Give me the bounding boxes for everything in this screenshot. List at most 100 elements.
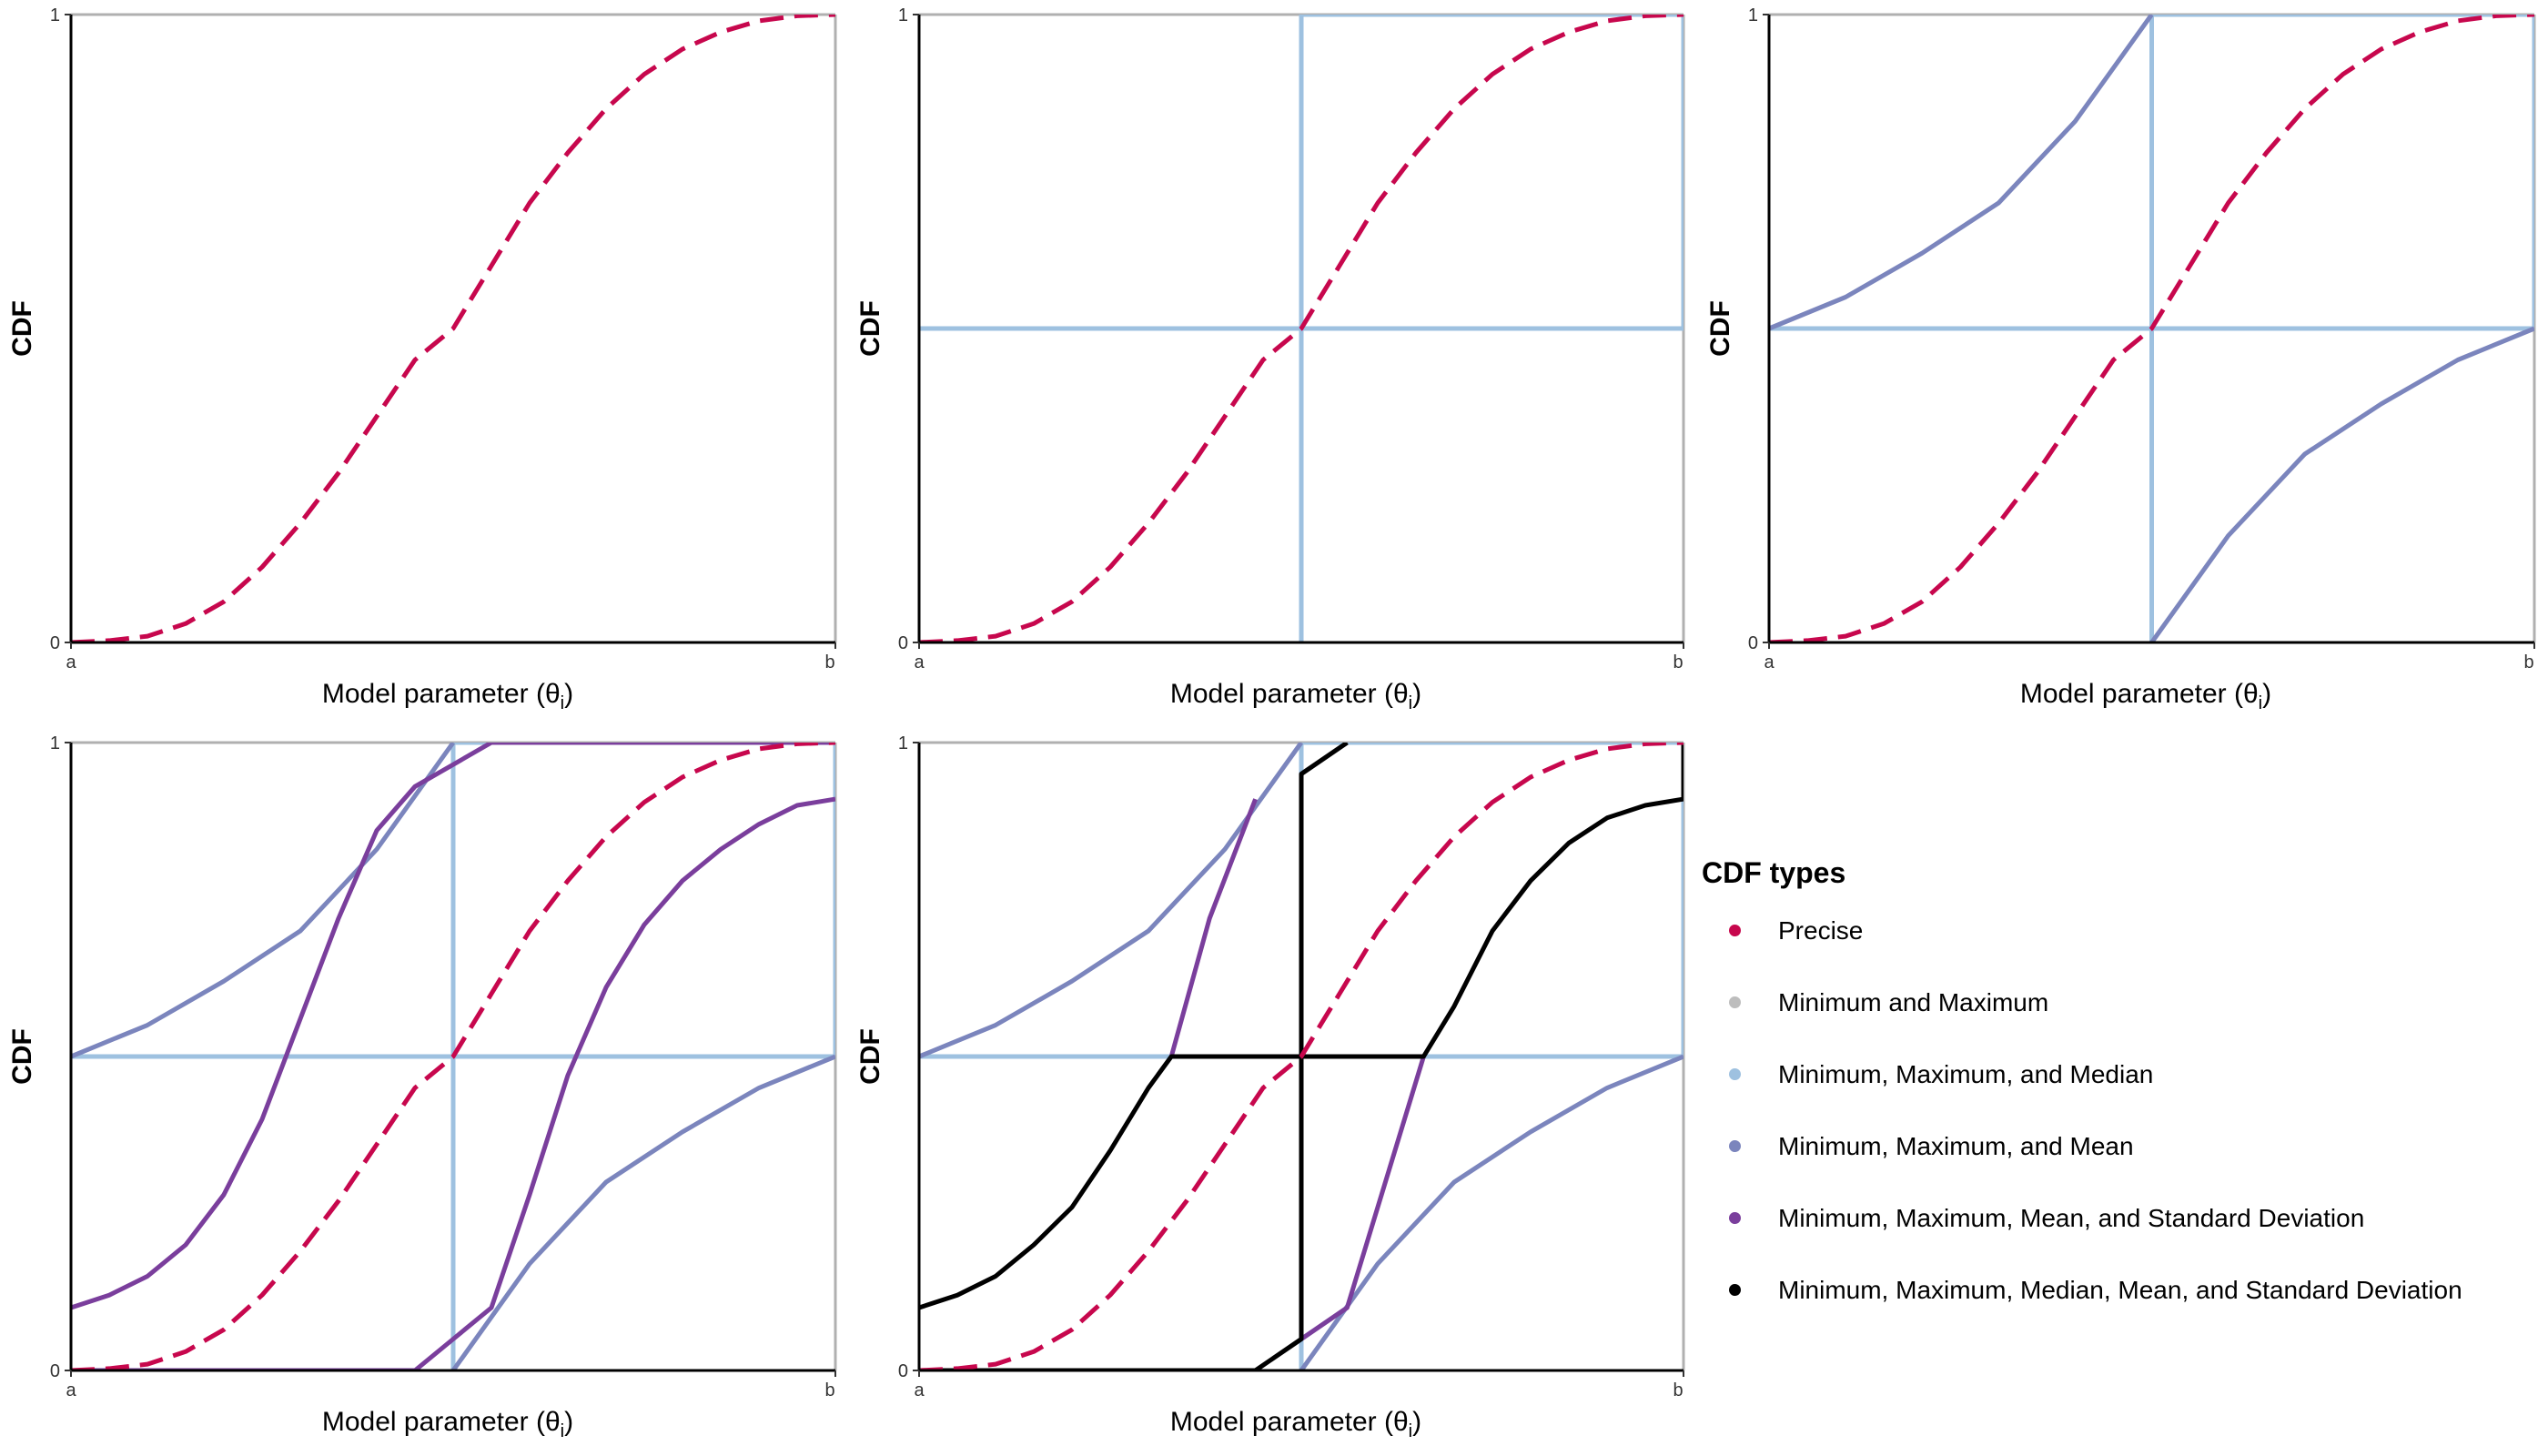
x-tick-label: b <box>824 1380 834 1400</box>
legend-dot-icon <box>1728 996 1741 1008</box>
y-tick-label: 0 <box>50 633 60 653</box>
mean-series-line <box>450 1054 835 1370</box>
x-axis-title-subscript: i <box>561 693 564 713</box>
x-axis-title-subscript: i <box>1409 693 1412 713</box>
y-tick-label: 0 <box>50 1361 60 1381</box>
legend-key <box>1702 1140 1767 1152</box>
data-layer <box>919 15 1684 642</box>
legend-label: Minimum, Maximum, Mean, and Standard Dev… <box>1778 1203 2365 1232</box>
y-axis-title: CDF <box>1705 300 1735 357</box>
chart-panel-3: 0 1 a b Model parameter (θi) CDF <box>1705 5 2536 713</box>
y-tick-label: 1 <box>50 5 60 25</box>
legend: CDF types Precise Minimum and Maximum Mini… <box>1702 851 2548 1326</box>
legend-dot-icon <box>1728 1212 1741 1224</box>
mean-series-line <box>1769 15 2154 331</box>
mean-series-line <box>919 743 1304 1059</box>
chart-panel-1: 0 1 a b Model parameter (θi) CDF <box>7 5 837 713</box>
x-axis-title-subscript: i <box>1409 1421 1412 1441</box>
x-tick-label: b <box>1673 652 1683 672</box>
legend-key <box>1702 996 1767 1008</box>
legend-label: Minimum, Maximum, Median, Mean, and Stan… <box>1778 1275 2462 1304</box>
y-axis-title: CDF <box>855 1028 885 1085</box>
sd-series-line <box>1299 1056 1426 1341</box>
all-series-line <box>919 743 1684 1370</box>
y-axis-title: CDF <box>7 1028 37 1085</box>
mean-series-line <box>71 743 456 1059</box>
legend-label: Minimum and Maximum <box>1778 987 2049 1016</box>
x-axis-title-close: ) <box>1412 1407 1421 1437</box>
data-layer <box>71 743 835 1370</box>
x-tick-label: b <box>2523 652 2533 672</box>
y-tick-label: 0 <box>898 1361 908 1381</box>
precise-series-line <box>71 743 835 1370</box>
legend-key <box>1702 1212 1767 1224</box>
x-tick-label: b <box>824 652 834 672</box>
x-axis-title-close: ) <box>1412 679 1421 709</box>
x-tick-label: a <box>66 652 76 672</box>
legend-item: Minimum and Maximum <box>1702 966 2548 1038</box>
legend-items: Precise Minimum and Maximum Minimum, Maxim… <box>1702 895 2548 1326</box>
mean-series-line <box>2149 326 2534 642</box>
legend-dot-icon <box>1728 1068 1741 1080</box>
y-tick-label: 0 <box>898 633 908 653</box>
chart-panel-5: 0 1 a b Model parameter (θi) CDF <box>855 733 1685 1441</box>
x-axis-title: Model parameter (θi) <box>1170 1407 1421 1441</box>
legend-label: Minimum, Maximum, and Mean <box>1778 1131 2134 1160</box>
x-axis-title-close: ) <box>2262 679 2271 709</box>
data-layer <box>71 15 835 642</box>
y-axis-title: CDF <box>7 300 37 357</box>
x-axis-title-main: Model parameter (θ <box>1170 1407 1409 1437</box>
legend-item: Minimum, Maximum, Mean, and Standard Dev… <box>1702 1182 2548 1254</box>
legend-key <box>1702 925 1767 936</box>
x-axis-title: Model parameter (θi) <box>1170 679 1421 713</box>
x-axis-title: Model parameter (θi) <box>322 679 573 713</box>
legend-label: Precise <box>1778 915 1864 945</box>
mean-series-line <box>1299 1054 1684 1370</box>
legend-dot-icon <box>1728 1284 1741 1296</box>
x-axis-title-main: Model parameter (θ <box>322 679 561 709</box>
data-layer <box>919 743 1684 1370</box>
legend-item: Minimum, Maximum, Median, Mean, and Stan… <box>1702 1254 2548 1326</box>
x-axis-title-subscript: i <box>561 1421 564 1441</box>
legend-key <box>1702 1068 1767 1080</box>
x-tick-label: a <box>914 652 925 672</box>
precise-series-line <box>919 743 1684 1370</box>
legend-item: Minimum, Maximum, and Median <box>1702 1038 2548 1110</box>
x-tick-label: a <box>914 1380 925 1400</box>
y-tick-label: 0 <box>1748 633 1758 653</box>
y-axis-title: CDF <box>855 300 885 357</box>
legend-title: CDF types <box>1702 856 1846 889</box>
x-axis-title-close: ) <box>564 1407 573 1437</box>
legend-key <box>1702 1284 1767 1296</box>
legend-dot-icon <box>1728 1140 1741 1152</box>
precise-series-line <box>919 15 1684 642</box>
precise-series-line <box>71 15 835 642</box>
x-axis-title-main: Model parameter (θ <box>2020 679 2259 709</box>
chart-panel-4: 0 1 a b Model parameter (θi) CDF <box>7 733 837 1441</box>
y-tick-label: 1 <box>898 5 908 25</box>
sd-series-line <box>1168 798 1258 1057</box>
x-axis-title-main: Model parameter (θ <box>1170 679 1409 709</box>
all-series-line <box>919 743 1349 1310</box>
legend-label: Minimum, Maximum, and Median <box>1778 1059 2154 1088</box>
x-axis-title: Model parameter (θi) <box>2020 679 2271 713</box>
legend-item: Minimum, Maximum, and Mean <box>1702 1110 2548 1182</box>
y-tick-label: 1 <box>50 733 60 753</box>
x-axis-title: Model parameter (θi) <box>322 1407 573 1441</box>
y-tick-label: 1 <box>898 733 908 753</box>
sd-series-line <box>71 796 835 1370</box>
precise-series-line <box>1769 15 2534 642</box>
sd-series-line <box>71 743 835 1310</box>
x-axis-title-close: ) <box>564 679 573 709</box>
x-tick-label: a <box>66 1380 76 1400</box>
data-layer <box>1769 15 2534 642</box>
y-tick-label: 1 <box>1748 5 1758 25</box>
legend-dot-icon <box>1728 925 1741 936</box>
x-axis-title-main: Model parameter (θ <box>322 1407 561 1437</box>
legend-item: Precise <box>1702 895 2548 966</box>
x-tick-label: b <box>1673 1380 1683 1400</box>
x-axis-title-subscript: i <box>2259 693 2262 713</box>
chart-panel-2: 0 1 a b Model parameter (θi) CDF <box>855 5 1685 713</box>
x-tick-label: a <box>1764 652 1774 672</box>
